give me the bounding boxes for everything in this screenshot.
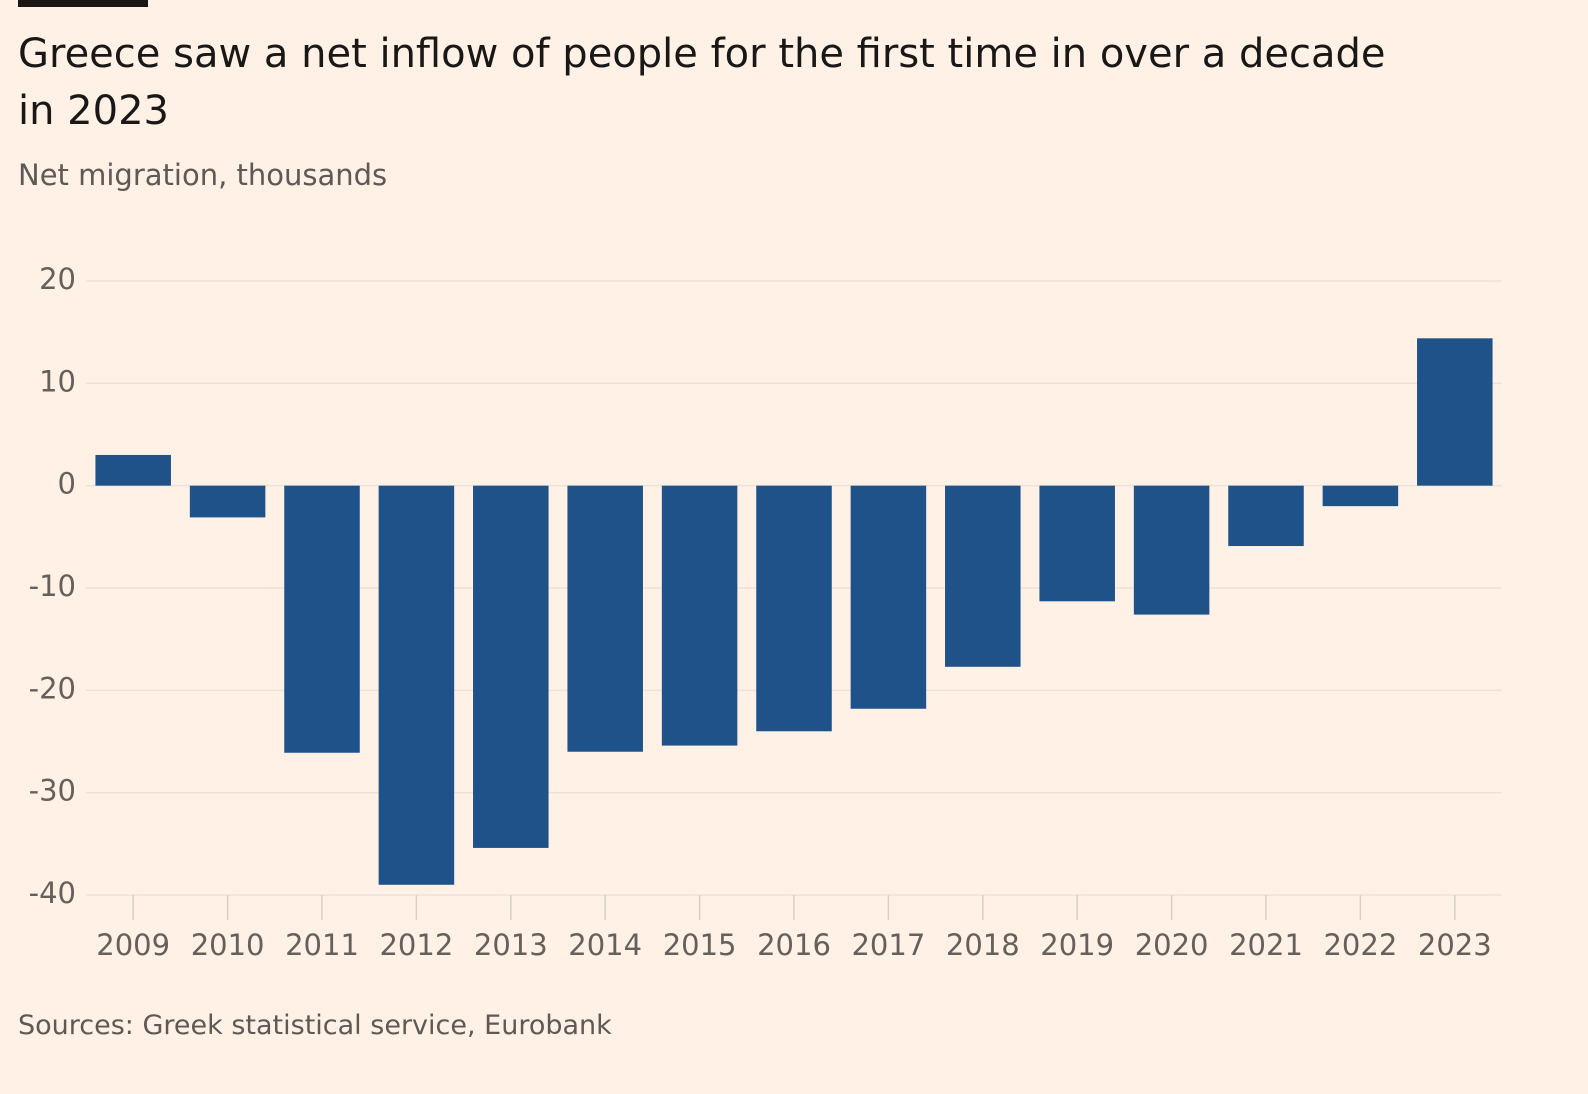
x-tick-label: 2019: [1040, 928, 1114, 962]
bar: [284, 485, 360, 753]
y-tick-label: -10: [29, 569, 76, 603]
x-tick-label: 2013: [474, 928, 548, 962]
bar: [95, 454, 171, 486]
bar: [756, 485, 832, 732]
brand-bar: [18, 0, 148, 7]
bar: [661, 485, 738, 746]
bar: [378, 485, 455, 885]
bar: [1228, 485, 1304, 547]
bar: [473, 485, 549, 848]
y-tick-label: -40: [29, 876, 76, 910]
x-tick-label: 2011: [285, 928, 359, 962]
bar: [1417, 338, 1493, 486]
x-tick-label: 2012: [379, 928, 453, 962]
x-tick-label: 2015: [663, 928, 737, 962]
x-tick-label: 2018: [946, 928, 1020, 962]
bar: [1322, 485, 1399, 507]
x-tick-label: 2010: [191, 928, 265, 962]
y-tick-label: 20: [39, 262, 76, 296]
bar: [1133, 485, 1210, 615]
x-tick-label: 2022: [1323, 928, 1397, 962]
x-tick-label: 2016: [757, 928, 831, 962]
x-tick-label: 2009: [96, 928, 170, 962]
x-tick-label: 2017: [851, 928, 925, 962]
bar: [189, 485, 266, 518]
chart-subtitle: Net migration, thousands: [18, 158, 388, 192]
y-tick-label: -30: [29, 774, 76, 808]
bar: [945, 485, 1021, 667]
x-tick-label: 2021: [1229, 928, 1303, 962]
y-tick-label: -20: [29, 671, 76, 705]
chart-title: Greece saw a net inflow of people for th…: [18, 31, 1386, 134]
bar: [567, 485, 643, 752]
x-tick-label: 2020: [1135, 928, 1209, 962]
bar: [1039, 485, 1115, 602]
x-tick-label: 2023: [1418, 928, 1492, 962]
chart: -40 -30 -20 -10 0 10 20 2009 2010 2011 2012 2013 201…: [29, 262, 1502, 962]
bar: [850, 485, 927, 709]
y-tick-label: 10: [39, 364, 76, 398]
chart-source: Sources: Greek statistical service, Euro…: [18, 1010, 612, 1041]
y-tick-label: 0: [58, 467, 76, 501]
x-tick-label: 2014: [568, 928, 642, 962]
